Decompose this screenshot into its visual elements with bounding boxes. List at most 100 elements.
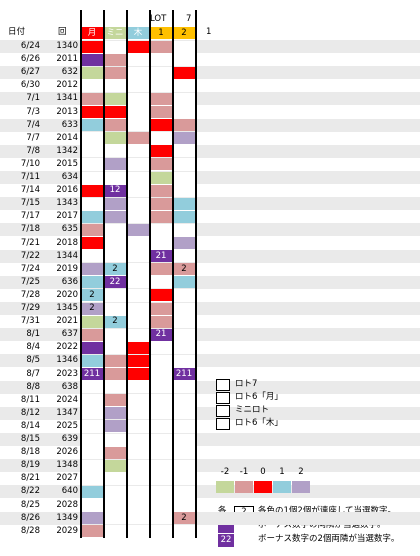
column-header-2: 木 [127,27,149,39]
draw-cell [173,381,195,394]
legend-box [216,405,230,417]
draw-cell [173,145,195,158]
row-round: 2023 [56,368,78,379]
scale-label: -1 [239,467,249,477]
draw-cell [104,446,126,459]
notes-box2-value: 22 [220,535,232,545]
row-round: 1344 [56,250,78,261]
draw-cell [173,171,195,184]
column-separator [149,10,151,538]
draw-cell [127,289,149,302]
column-separator [195,10,197,538]
draw-cell [173,250,195,263]
row-round: 2012 [56,80,78,91]
draw-cell [150,302,172,315]
row-round: 2016 [56,185,78,196]
row-date: 8/28 [20,525,40,536]
row-date: 8/18 [20,447,40,458]
row-date: 7/25 [20,276,40,287]
draw-cell [104,237,126,250]
row-round: 636 [61,276,78,287]
scale-label: 0 [260,467,266,477]
row-round: 633 [61,119,78,130]
draw-cell [150,263,172,276]
row-date: 7/3 [26,106,40,117]
draw-cell [104,184,126,197]
row-date: 7/8 [26,145,40,156]
draw-cell [150,499,172,512]
draw-cell [81,315,103,328]
draw-cell [81,368,103,381]
row-date: 7/31 [20,316,40,327]
draw-cell [173,446,195,459]
draw-cell [150,485,172,498]
draw-cell [173,210,195,223]
row-date: 7/15 [20,198,40,209]
draw-cell [173,237,195,250]
draw-cell [150,250,172,263]
row-round: 2015 [56,158,78,169]
draw-cell [150,92,172,105]
draw-cell [173,197,195,210]
draw-cell [173,223,195,236]
draw-cell [127,171,149,184]
cell-label: 12 [109,185,121,196]
draw-cell [81,92,103,105]
date-header: 日付 [8,27,26,37]
draw-cell [150,472,172,485]
draw-cell [127,433,149,446]
draw-cell [81,433,103,446]
legend-label: ミニロト [235,405,270,415]
draw-cell [104,472,126,485]
row-round: 1343 [56,198,78,209]
draw-cell [150,328,172,341]
row-round: 634 [61,172,78,182]
draw-cell [173,79,195,92]
draw-cell [127,276,149,289]
draw-cell [150,354,172,367]
draw-cell [81,341,103,354]
scale-swatch [216,481,234,493]
draw-cell [150,459,172,472]
draw-cell [173,158,195,171]
notes-line3: ボーナス数字の2個両隣が当選数字。 [258,534,400,544]
draw-cell [81,66,103,79]
row-round: 2026 [56,447,78,458]
row-round: 2022 [56,342,78,353]
draw-cell [150,223,172,236]
draw-cell [173,276,195,289]
draw-cell [104,407,126,420]
scale-swatch [273,481,291,493]
draw-cell [150,433,172,446]
draw-cell [127,197,149,210]
draw-cell [104,485,126,498]
draw-cell [104,250,126,263]
draw-cell [81,276,103,289]
column-separator [172,10,174,538]
cell-label: 2 [181,263,187,274]
legend-label: ロト6「月」 [235,392,283,402]
row-round: 639 [61,434,78,444]
draw-cell [81,53,103,66]
extra-header: 1 [206,27,212,37]
draw-cell [173,525,195,538]
column-header-0: 月 [81,27,103,39]
draw-cell [104,512,126,525]
draw-cell [81,184,103,197]
row-round: 635 [61,224,78,235]
legend-label: ロト7 [235,379,258,389]
draw-cell [173,263,195,276]
cell-label: 21 [155,250,167,261]
draw-cell [127,512,149,525]
draw-cell [104,420,126,433]
row-date: 7/1 [26,93,40,104]
row-round: 1345 [56,303,78,313]
row-round: 2027 [56,473,78,484]
row-round: 1340 [56,41,78,51]
row-date: 7/22 [20,250,40,261]
notes-line2: ボーナス数字の両隣が当選数字。 [258,520,386,530]
row-date: 7/10 [20,158,40,169]
draw-cell [104,289,126,302]
draw-cell [173,512,195,525]
notes-purple-box-22: 22 [218,534,234,547]
